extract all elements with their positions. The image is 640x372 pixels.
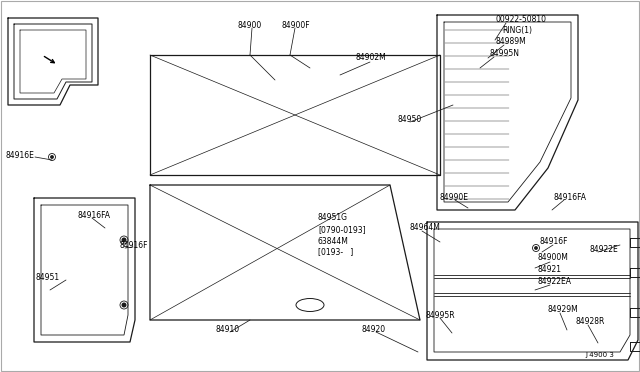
Text: 84964M: 84964M [410,224,441,232]
Text: 84916FA: 84916FA [554,193,587,202]
Text: 84950: 84950 [398,115,422,125]
Text: 84922E: 84922E [590,246,619,254]
Text: 84995N: 84995N [490,49,520,58]
Text: 84916F: 84916F [120,241,148,250]
Text: 84951G: 84951G [318,214,348,222]
Text: 84916F: 84916F [540,237,568,247]
Text: 84928R: 84928R [575,317,604,327]
Text: RING(1): RING(1) [502,26,532,35]
Text: 63844M: 63844M [318,237,349,247]
Circle shape [122,303,126,307]
Text: 84916FA: 84916FA [78,211,111,219]
Ellipse shape [296,298,324,311]
Text: J 4900 3: J 4900 3 [585,352,614,358]
Text: 84922EA: 84922EA [537,278,571,286]
Text: 84900: 84900 [237,20,261,29]
Text: 84916E: 84916E [5,151,34,160]
Text: 84900M: 84900M [537,253,568,263]
Text: 84921: 84921 [537,266,561,275]
Text: 00922-50810: 00922-50810 [496,16,547,25]
Circle shape [51,156,53,158]
Text: [0193-   ]: [0193- ] [318,247,353,257]
Text: 84910: 84910 [215,326,239,334]
Text: 84900F: 84900F [282,20,310,29]
Text: [0790-0193]: [0790-0193] [318,225,365,234]
Text: 84920: 84920 [362,326,386,334]
Text: 84990E: 84990E [440,193,469,202]
Text: 84902M: 84902M [355,54,386,62]
Circle shape [535,247,537,249]
Text: 84989M: 84989M [496,38,527,46]
Circle shape [122,238,126,242]
Text: 84951: 84951 [36,273,60,282]
Text: 84995R: 84995R [425,311,454,320]
Text: 84929M: 84929M [548,305,579,314]
